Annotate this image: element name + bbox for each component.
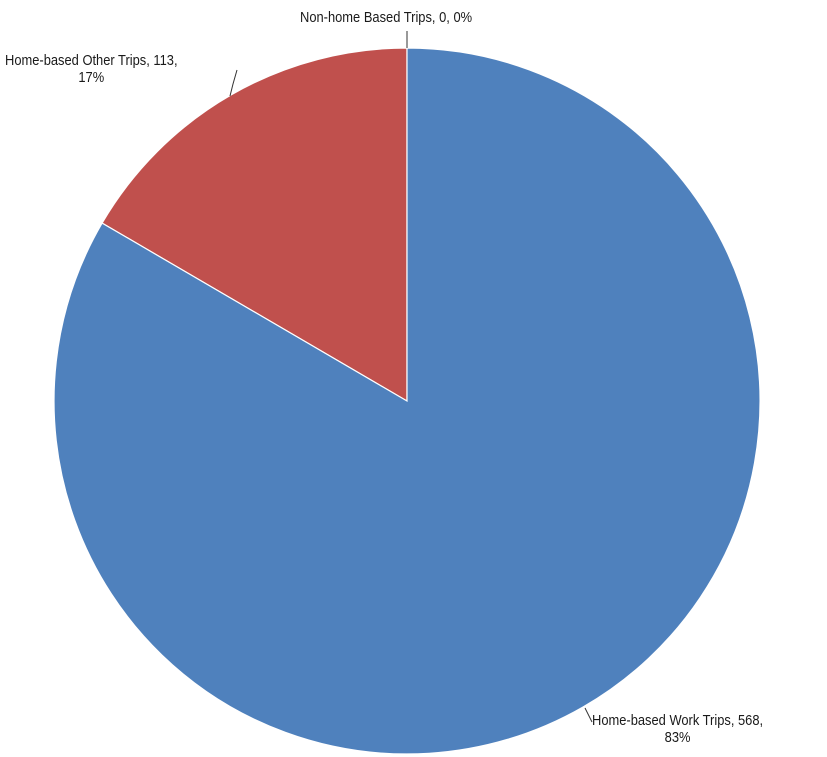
data-label-text: Home-based Other Trips, 113, bbox=[5, 52, 178, 69]
data-label-text: Non-home Based Trips, 0, 0% bbox=[300, 9, 472, 26]
data-label-home-based-work-trips: Home-based Work Trips, 568, 83% bbox=[592, 712, 763, 746]
pie-slices bbox=[54, 48, 760, 754]
data-label-home-based-other-trips: Home-based Other Trips, 113, 17% bbox=[5, 52, 178, 86]
data-label-text: Home-based Work Trips, 568, bbox=[592, 712, 763, 729]
data-label-non-home-based-trips: Non-home Based Trips, 0, 0% bbox=[300, 9, 472, 26]
data-label-percent: 83% bbox=[592, 729, 763, 746]
data-label-percent: 17% bbox=[5, 69, 178, 86]
leader-line-home-work bbox=[585, 708, 592, 722]
